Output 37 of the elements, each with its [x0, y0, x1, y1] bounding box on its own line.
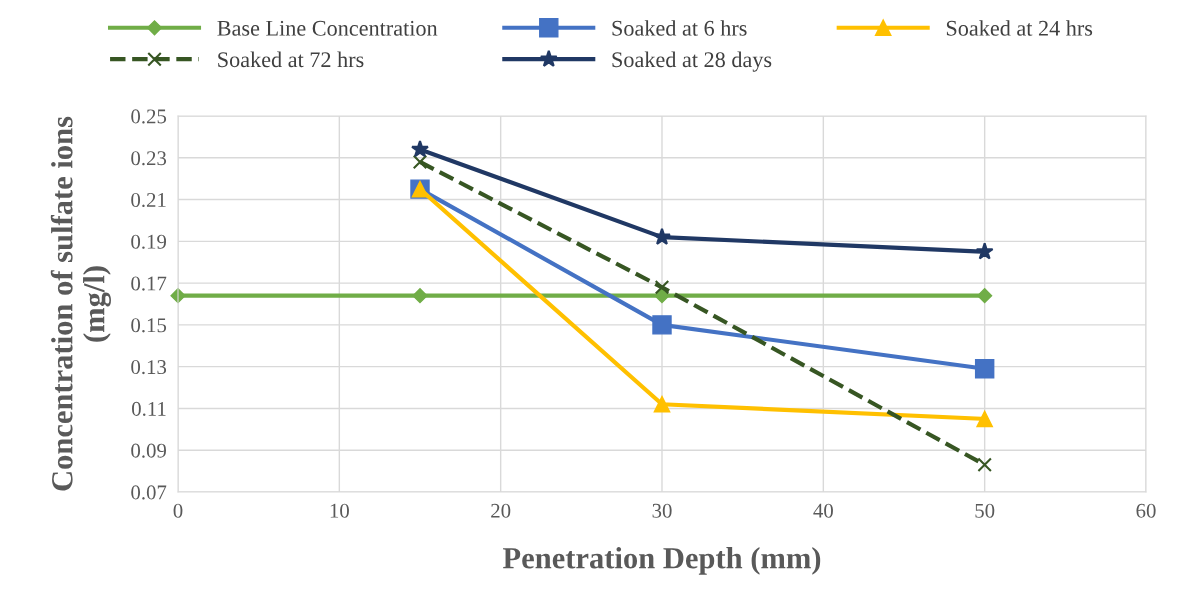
y-tick-label: 0.17: [131, 276, 167, 291]
x-tick-label: 60: [1136, 503, 1156, 518]
x-tick-label: 50: [975, 503, 995, 518]
point: [412, 154, 428, 170]
x-tick-label: 10: [330, 503, 349, 518]
y-tick-label: 0.09: [131, 443, 167, 458]
point: [974, 359, 995, 379]
y-tick-label: 0.07: [131, 485, 167, 500]
y-tick-label: 0.19: [131, 234, 167, 249]
x-tick-label: 0: [173, 503, 183, 518]
legend-label: Soaked at 72 hrs: [218, 51, 364, 68]
y-tick-label: 0.23: [131, 151, 167, 166]
point: [652, 315, 672, 335]
point: [975, 242, 994, 260]
y-tick-label: 0.15: [131, 318, 167, 333]
y-tick-label: 0.13: [131, 360, 167, 375]
point: [653, 395, 671, 413]
point: [976, 410, 994, 428]
x-tick-label: 20: [491, 503, 511, 518]
x-axis-title: Penetration Depth (mm): [503, 547, 821, 575]
y-tick-label: 0.21: [131, 192, 166, 208]
point: [654, 288, 670, 304]
y-tick-label: 0.25: [131, 109, 167, 124]
y-tick-label: 0.11: [132, 401, 166, 416]
point: [977, 457, 992, 473]
legend-label: Soaked at 28 days: [612, 51, 772, 72]
point: [412, 288, 428, 304]
point: [654, 280, 670, 295]
point: [977, 288, 993, 304]
legend-label: Base Line Concentration: [217, 20, 438, 36]
x-tick-label: 40: [813, 503, 833, 518]
point: [653, 227, 671, 245]
legend-label: Soaked at 6 hrs: [612, 20, 747, 36]
point: [411, 140, 429, 158]
x-tick-label: 30: [652, 503, 672, 518]
y-axis-title: Concentration of sulfate ions (mg/l): [50, 116, 111, 491]
legend-label: Soaked at 24 hrs: [946, 20, 1093, 36]
